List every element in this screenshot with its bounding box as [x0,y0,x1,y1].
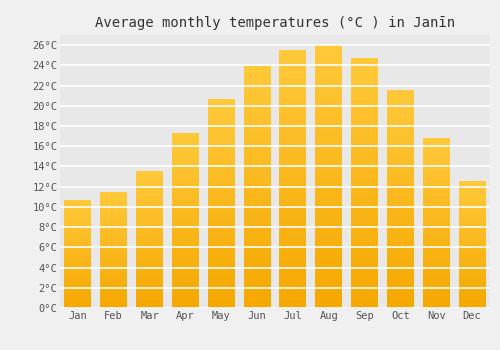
Title: Average monthly temperatures (°C ) in Janīn: Average monthly temperatures (°C ) in Ja… [95,16,455,30]
